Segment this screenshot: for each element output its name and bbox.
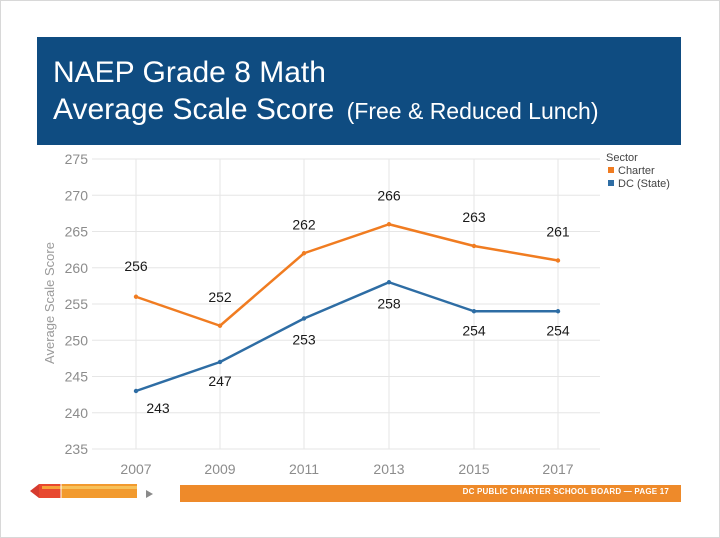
y-tick-label: 270 bbox=[65, 187, 89, 203]
data-label: 262 bbox=[292, 216, 316, 232]
data-point bbox=[386, 280, 392, 285]
legend-swatch bbox=[608, 180, 614, 186]
x-tick-label: 2009 bbox=[204, 461, 235, 477]
pencil-icon bbox=[30, 484, 137, 498]
x-tick-label: 2015 bbox=[458, 461, 489, 477]
x-tick-label: 2011 bbox=[289, 461, 319, 477]
data-point bbox=[217, 323, 223, 328]
data-point bbox=[555, 258, 561, 263]
data-point bbox=[217, 359, 223, 365]
y-axis-label: Average Scale Score bbox=[42, 242, 57, 364]
legend-title: Sector bbox=[606, 152, 638, 164]
data-point bbox=[301, 316, 307, 321]
title-banner: NAEP Grade 8 Math Average Scale Score (F… bbox=[37, 37, 681, 145]
y-axis-ticks: 235 240 245 250 255 260 265 270 275 bbox=[65, 151, 89, 457]
footer-text: DC PUBLIC CHARTER SCHOOL BOARD — PAGE 17 bbox=[462, 487, 669, 496]
y-tick-label: 245 bbox=[65, 369, 89, 385]
play-icon bbox=[146, 490, 153, 498]
title-line-2: Average Scale Score (Free & Reduced Lunc… bbox=[53, 91, 681, 130]
data-label: 263 bbox=[462, 209, 486, 225]
y-tick-label: 275 bbox=[65, 151, 89, 167]
data-point bbox=[555, 309, 561, 314]
data-label: 247 bbox=[208, 373, 232, 389]
series-line-0 bbox=[135, 223, 559, 327]
data-label: 243 bbox=[146, 400, 170, 416]
chart-grid bbox=[92, 158, 600, 450]
y-tick-label: 240 bbox=[65, 405, 89, 421]
series-line-1 bbox=[135, 281, 558, 393]
title-main: Average Scale Score bbox=[53, 93, 335, 126]
data-point bbox=[471, 309, 477, 314]
chart-series: 256 252 262 266 263 261 243 247 253 258 254 254 bbox=[124, 187, 570, 416]
legend-swatch bbox=[608, 167, 614, 173]
data-label: 253 bbox=[292, 332, 316, 348]
y-tick-label: 255 bbox=[65, 296, 89, 312]
data-point bbox=[301, 251, 307, 256]
y-tick-label: 235 bbox=[65, 441, 89, 457]
data-point bbox=[133, 294, 139, 299]
footer-bar: DC PUBLIC CHARTER SCHOOL BOARD — PAGE 17 bbox=[180, 485, 681, 502]
data-label: 261 bbox=[546, 224, 570, 240]
x-axis-ticks: 2007 2009 2011 2013 2015 2017 bbox=[120, 461, 573, 477]
data-point bbox=[386, 222, 392, 227]
data-label: 254 bbox=[546, 322, 570, 338]
legend-label: Charter bbox=[618, 165, 655, 177]
x-tick-label: 2013 bbox=[373, 461, 404, 477]
x-tick-label: 2017 bbox=[542, 461, 573, 477]
data-label: 254 bbox=[462, 322, 486, 338]
x-tick-label: 2007 bbox=[120, 461, 151, 477]
data-label: 256 bbox=[124, 258, 148, 274]
data-label: 258 bbox=[377, 295, 401, 311]
data-label: 252 bbox=[208, 289, 232, 305]
data-point bbox=[133, 388, 139, 394]
data-label: 266 bbox=[377, 187, 401, 203]
data-point bbox=[471, 243, 477, 249]
y-tick-label: 250 bbox=[65, 332, 89, 348]
legend-label: DC (State) bbox=[618, 178, 670, 190]
y-tick-label: 260 bbox=[65, 260, 89, 276]
title-subtitle: (Free & Reduced Lunch) bbox=[346, 98, 599, 124]
y-tick-label: 265 bbox=[65, 224, 89, 240]
title-line-1: NAEP Grade 8 Math bbox=[53, 56, 326, 89]
